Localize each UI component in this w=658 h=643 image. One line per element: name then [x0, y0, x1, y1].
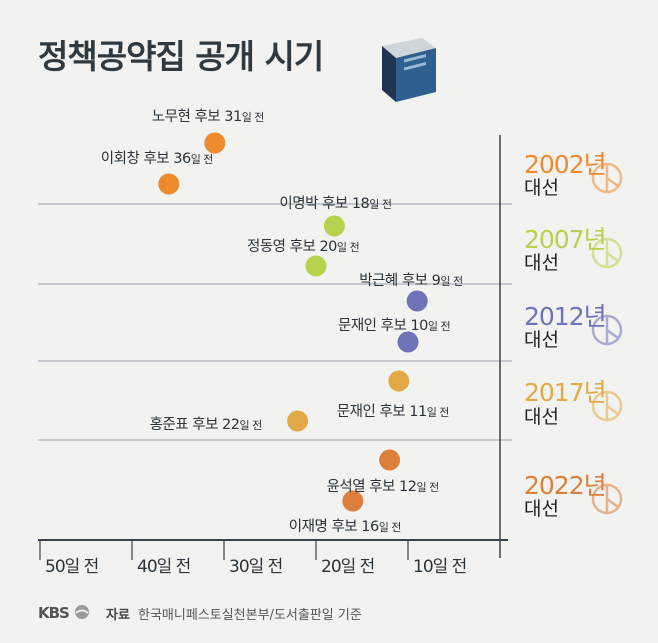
kbs-emblem-icon [75, 605, 89, 619]
peace-symbol-icon [590, 236, 624, 274]
page-title: 정책공약집 공개 시기 [38, 37, 324, 76]
days-suffix: 일 전 [426, 406, 450, 419]
candidate-name: 문재인 [338, 318, 377, 334]
group-election: 대선 [524, 406, 559, 428]
peace-symbol-icon [590, 313, 624, 351]
x-tick-label: 50일 전 [45, 557, 99, 577]
days-suffix: 일 전 [378, 521, 402, 534]
x-tick-label: 10일 전 [413, 557, 467, 577]
candidate-word: 후보 [322, 196, 348, 212]
candidate-name: 이재명 [288, 519, 328, 535]
days-value: 11 [409, 404, 427, 420]
data-point [305, 255, 327, 277]
candidate-word: 후보 [289, 239, 316, 255]
source-text: 한국매니페스토실천본부/도서출판일 기준 [138, 608, 362, 623]
data-point [379, 449, 401, 471]
data-label: 윤석열 후보 12일 전 [326, 475, 440, 496]
days-value: 18 [351, 196, 370, 212]
x-tick-label: 40일 전 [137, 557, 191, 577]
candidate-word: 후보 [380, 318, 407, 334]
days-suffix: 일 전 [241, 111, 265, 124]
data-point [323, 215, 345, 237]
days-suffix: 일 전 [369, 198, 392, 211]
data-label: 정동영 후보 20일 전 [247, 235, 360, 256]
data-point [158, 173, 180, 195]
candidate-name: 박근혜 [359, 273, 398, 289]
candidate-name: 정동영 [247, 239, 286, 255]
source-label: 자료 [106, 608, 130, 623]
candidate-name: 이회창 [100, 151, 140, 167]
peace-symbol-icon [590, 161, 624, 199]
days-value: 12 [399, 479, 417, 495]
days-value: 22 [222, 417, 240, 433]
candidate-word: 후보 [143, 151, 170, 167]
candidate-word: 후보 [192, 417, 218, 433]
x-tick-label: 30일 전 [229, 557, 283, 577]
data-point [388, 370, 410, 392]
x-tick-label: 20일 전 [321, 557, 375, 577]
data-label: 홍준표 후보 22일 전 [149, 413, 263, 434]
candidate-word: 후보 [369, 479, 395, 495]
days-suffix: 일 전 [427, 320, 451, 333]
data-label: 노무현 후보 31일 전 [151, 105, 265, 126]
days-suffix: 일 전 [336, 241, 360, 254]
days-suffix: 일 전 [239, 419, 262, 432]
days-suffix: 일 전 [440, 275, 463, 288]
days-value: 9 [431, 273, 441, 289]
days-suffix: 일 전 [190, 153, 214, 166]
data-label: 박근혜 후보 9일 전 [359, 269, 463, 290]
candidate-name: 이명박 [279, 196, 318, 212]
group-election: 대선 [524, 252, 559, 274]
kbs-logo: KBS [38, 604, 70, 622]
days-value: 16 [361, 519, 379, 535]
candidate-name: 노무현 [151, 109, 191, 125]
candidate-word: 후보 [401, 273, 428, 289]
days-value: 36 [173, 151, 191, 167]
data-label: 이재명 후보 16일 전 [288, 515, 402, 536]
peace-symbol-icon [590, 482, 624, 520]
data-label: 이명박 후보 18일 전 [279, 192, 392, 213]
data-point [406, 290, 428, 312]
days-value: 31 [224, 109, 242, 125]
days-value: 20 [319, 239, 337, 255]
book-icon [382, 38, 436, 102]
group-election: 대선 [524, 329, 559, 351]
group-election: 대선 [524, 177, 559, 199]
group-election: 대선 [524, 498, 559, 520]
candidate-name: 홍준표 [149, 417, 189, 433]
data-point [204, 132, 226, 154]
data-point [287, 410, 309, 432]
candidate-name: 문재인 [336, 404, 376, 420]
days-value: 10 [410, 318, 428, 334]
candidate-word: 후보 [379, 404, 406, 420]
candidate-name: 윤석열 [326, 479, 366, 495]
days-suffix: 일 전 [416, 481, 439, 494]
data-point [342, 490, 364, 512]
data-label: 이회창 후보 36일 전 [100, 147, 214, 168]
candidate-word: 후보 [194, 109, 221, 125]
candidate-word: 후보 [331, 519, 358, 535]
data-label: 문재인 후보 10일 전 [338, 314, 451, 335]
data-label: 문재인 후보 11일 전 [336, 400, 450, 421]
peace-symbol-icon [590, 389, 624, 427]
data-point [397, 331, 419, 353]
